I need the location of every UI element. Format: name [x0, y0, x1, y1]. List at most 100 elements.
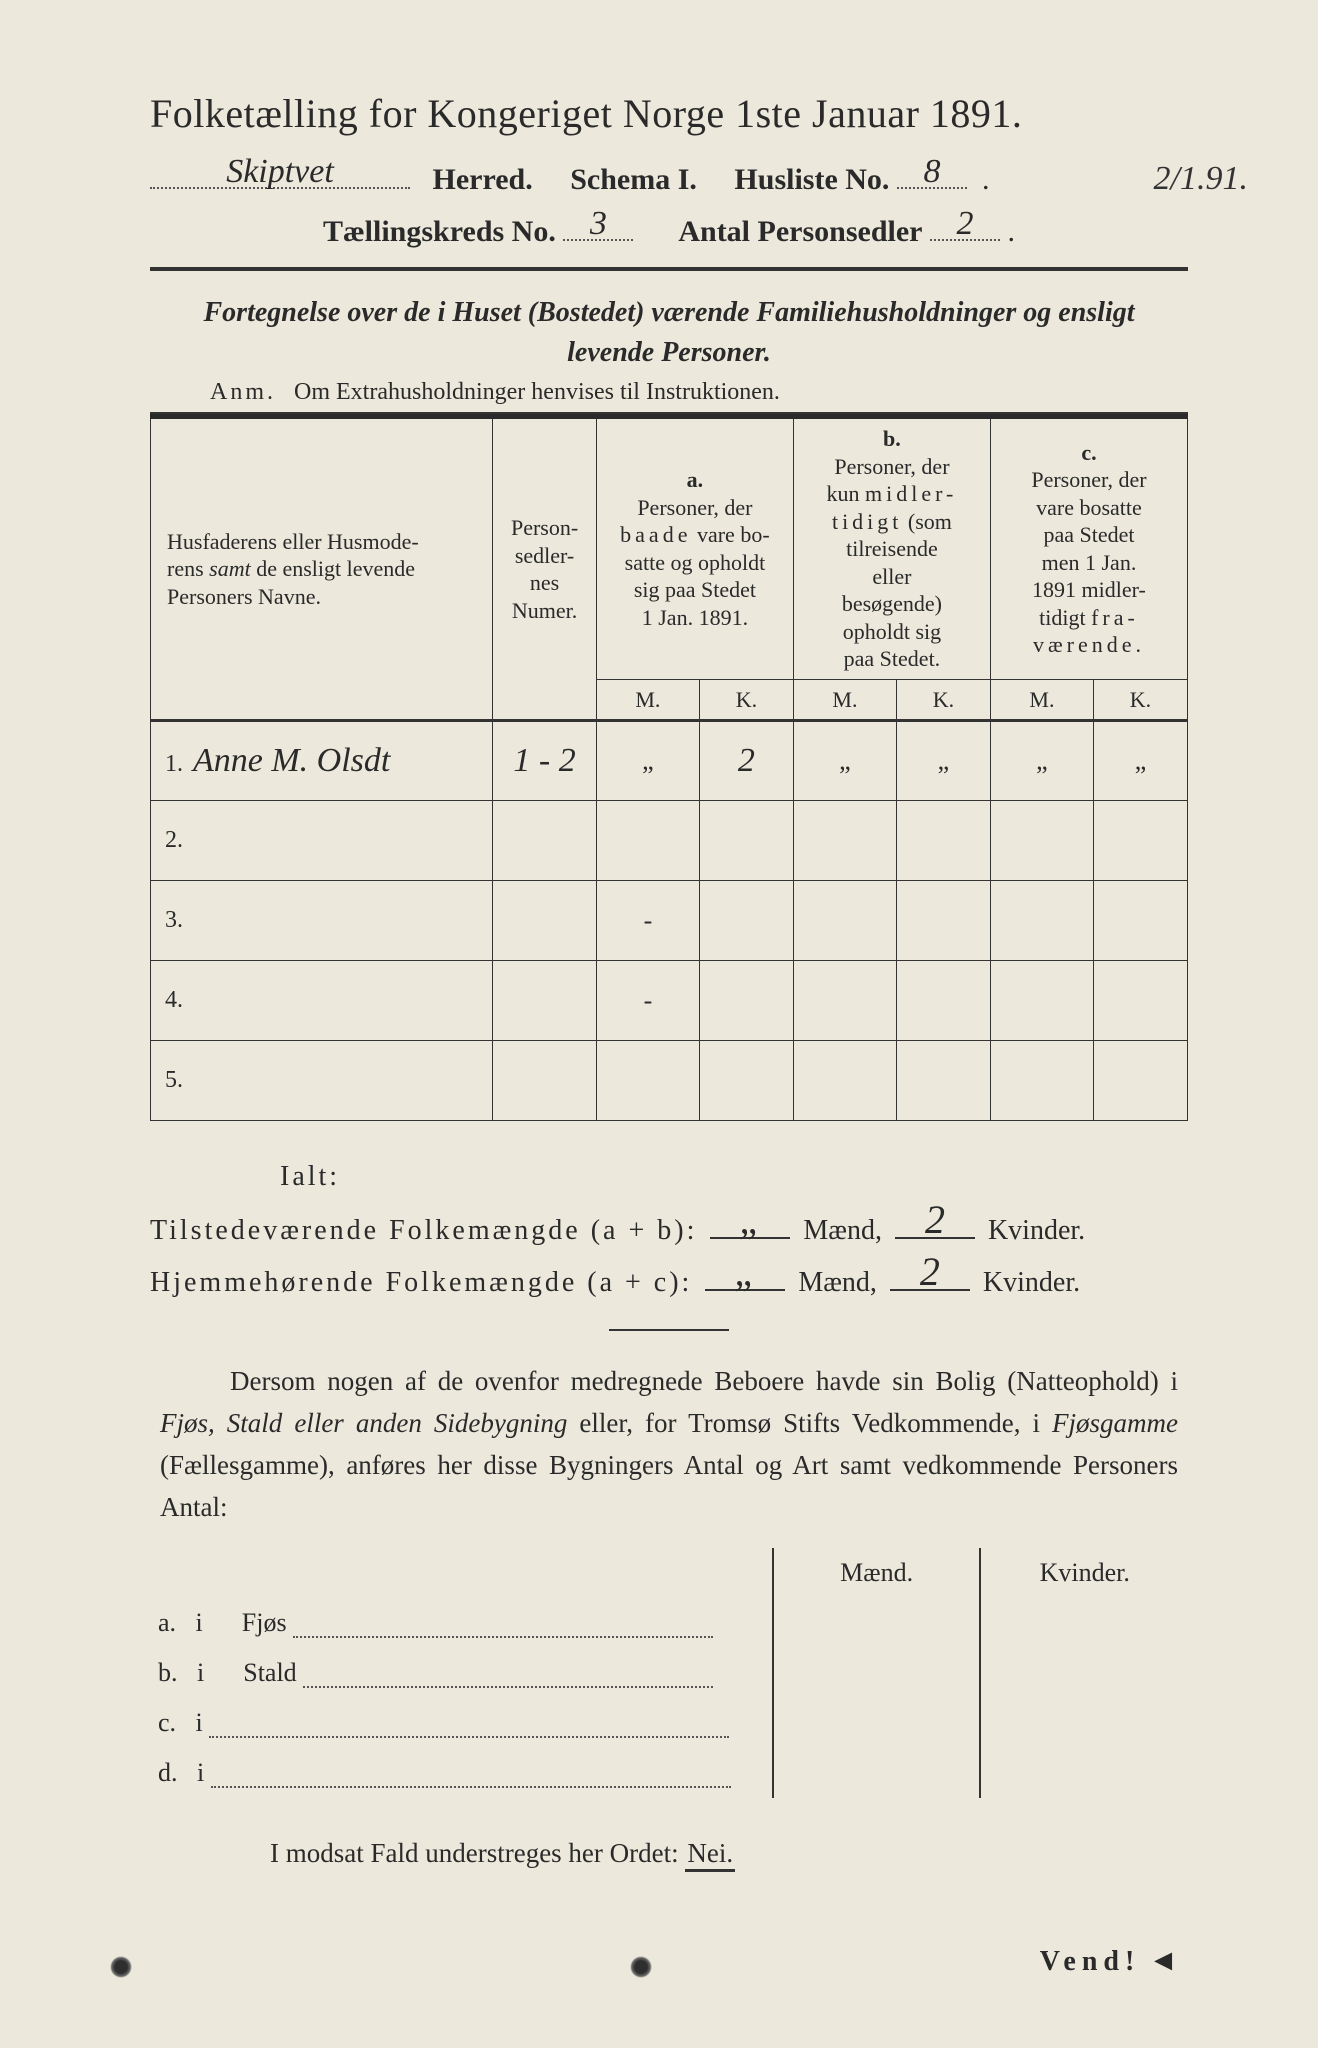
th-name: Husfaderens eller Husmode-rens samt de e… — [151, 417, 493, 721]
antal-handwritten: 2 — [930, 205, 1000, 243]
closing-text: I modsat Fald understreges her Ordet: — [270, 1838, 685, 1868]
para-b: eller, for Tromsø Stifts Vedkommende, i — [567, 1408, 1052, 1438]
totals-line-2: Hjemmehørende Folkemængde (a + c): „ Mæn… — [150, 1263, 1188, 1299]
ialt-label: Ialt: — [280, 1161, 1188, 1193]
closing-line: I modsat Fald understreges her Ordet: Ne… — [270, 1838, 1188, 1872]
th-a-label: a. — [605, 466, 785, 494]
lower-lab: d. — [158, 1758, 178, 1787]
table-row: 4. - — [151, 961, 1188, 1041]
lower-i: i — [196, 1608, 203, 1637]
th-a-m: M. — [596, 679, 699, 721]
th-b-label: b. — [802, 425, 982, 453]
th-c-m: M. — [990, 679, 1093, 721]
subtitle-text-2: levende Personer. — [567, 337, 771, 368]
anm-line: Anm. Om Extrahusholdninger henvises til … — [210, 379, 1188, 406]
header-row-2: Tællingskreds No. 3 Antal Personsedler 2… — [150, 211, 1188, 249]
row-am: „ — [642, 746, 654, 775]
side-building-table: Mænd. Kvinder. a. i Fjøs b. i Stald — [150, 1548, 1188, 1798]
divider-top — [150, 267, 1188, 271]
antal-label: Antal Personsedler — [678, 215, 922, 248]
lower-row: d. i — [150, 1748, 1188, 1798]
lower-th-maend: Mænd. — [773, 1548, 981, 1598]
row-am: - — [644, 906, 653, 935]
vend-label: Vend!◄ — [1040, 1944, 1178, 1978]
lower-row: b. i Stald — [150, 1648, 1188, 1698]
lower-i: i — [197, 1758, 204, 1787]
th-b-text: Personer, derkun midler-tidigt (somtilre… — [802, 453, 982, 673]
totals-line-1: Tilstedeværende Folkemængde (a + b): „ M… — [150, 1211, 1188, 1247]
row-name-hw: Anne M. Olsdt — [193, 742, 390, 779]
kreds-label: Tællingskreds No. — [323, 215, 556, 248]
header-row-1: Skiptvet Herred. Schema I. Husliste No. … — [150, 159, 1188, 197]
herred-label: Herred. — [433, 163, 533, 196]
row-num: 4. — [165, 987, 183, 1013]
vend-text: Vend! — [1040, 1946, 1141, 1977]
l2-k-hw: 2 — [890, 1248, 970, 1295]
row-bk: „ — [938, 746, 950, 775]
subtitle-text-1: Fortegnelse over de i Huset (Bostedet) v… — [204, 297, 1135, 328]
closing-nei: Nei. — [685, 1838, 735, 1872]
th-name-text: Husfaderens eller Husmode-rens samt de e… — [167, 529, 419, 609]
row-cm: „ — [1036, 746, 1048, 775]
lower-lab: a. — [158, 1608, 176, 1637]
household-table: Husfaderens eller Husmode-rens samt de e… — [150, 414, 1188, 1121]
short-divider — [609, 1329, 729, 1331]
row-ck: „ — [1135, 746, 1147, 775]
anm-text: Om Extrahusholdninger henvises til Instr… — [294, 379, 780, 405]
subtitle-line2: levende Personer. — [150, 337, 1188, 369]
kvinder-label: Kvinder. — [988, 1215, 1085, 1246]
row-ak: 2 — [738, 742, 755, 779]
table-row: 3. - — [151, 881, 1188, 961]
maend-label-2: Mænd, — [798, 1267, 877, 1298]
lower-row: a. i Fjøs — [150, 1598, 1188, 1648]
l1-m-hw: „ — [710, 1196, 790, 1243]
row-pnum-hw: 1 - 2 — [513, 742, 575, 779]
para-i1: Fjøs, Stald eller anden Sidebygning — [160, 1408, 567, 1438]
lower-row: c. i — [150, 1698, 1188, 1748]
lower-lab: c. — [158, 1708, 176, 1737]
th-group-b: b. Personer, derkun midler-tidigt (somti… — [793, 417, 990, 680]
herred-name-handwritten: Skiptvet — [150, 153, 410, 191]
l2-m-hw: „ — [705, 1248, 785, 1295]
schema-label: Schema I. — [570, 163, 697, 196]
totals-block: Ialt: Tilstedeværende Folkemængde (a + b… — [150, 1161, 1188, 1299]
lower-i: i — [196, 1708, 203, 1737]
table-row: 1.Anne M. Olsdt 1 - 2 „ 2 „ „ „ „ — [151, 721, 1188, 801]
th-c-label: c. — [999, 439, 1179, 467]
th-c-text: Personer, dervare bosattepaa Stedetmen 1… — [999, 466, 1179, 659]
kvinder-label-2: Kvinder. — [983, 1267, 1080, 1298]
anm-label: Anm. — [210, 379, 276, 405]
tilstede-label: Tilstedeværende Folkemængde (a + b): — [150, 1215, 697, 1246]
punch-hole-icon — [630, 1956, 652, 1978]
row-num: 5. — [165, 1067, 183, 1093]
th-group-a: a. Personer, derbaade vare bo-satte og o… — [596, 417, 793, 680]
lower-th-kvinder: Kvinder. — [980, 1548, 1188, 1598]
th-b-k: K. — [896, 679, 990, 721]
subtitle-line1: Fortegnelse over de i Huset (Bostedet) v… — [150, 297, 1188, 329]
row-bm: „ — [839, 746, 851, 775]
lower-table-wrap: Mænd. Kvinder. a. i Fjøs b. i Stald — [150, 1548, 1188, 1798]
row-num: 2. — [165, 827, 183, 853]
maend-label: Mænd, — [803, 1215, 882, 1246]
th-c-k: K. — [1093, 679, 1187, 721]
lower-i: i — [197, 1658, 204, 1687]
husliste-no-handwritten: 8 — [897, 153, 967, 191]
husliste-label: Husliste No. — [734, 163, 889, 196]
para-a: Dersom nogen af de ovenfor medregnede Be… — [230, 1366, 1178, 1396]
row-am: - — [644, 986, 653, 1015]
th-num-text: Person-sedler-nesNumer. — [511, 515, 578, 623]
side-building-paragraph: Dersom nogen af de ovenfor medregnede Be… — [160, 1361, 1178, 1528]
table-row: 2. — [151, 801, 1188, 881]
row-num: 3. — [165, 907, 183, 933]
arrow-icon: ◄ — [1148, 1944, 1178, 1977]
table-row: 5. — [151, 1041, 1188, 1121]
lower-what: Stald — [243, 1658, 296, 1687]
margin-date-handwritten: 2/1.91. — [1154, 160, 1248, 198]
hjemme-label: Hjemmehørende Folkemængde (a + c): — [150, 1267, 692, 1298]
lower-lab: b. — [158, 1658, 178, 1687]
lower-what: Fjøs — [242, 1608, 287, 1637]
punch-hole-icon — [110, 1956, 132, 1978]
para-c: (Fællesgamme), anføres her disse Bygning… — [160, 1450, 1178, 1522]
census-form-page: Folketælling for Kongeriget Norge 1ste J… — [0, 0, 1318, 2048]
th-num: Person-sedler-nesNumer. — [493, 417, 597, 721]
